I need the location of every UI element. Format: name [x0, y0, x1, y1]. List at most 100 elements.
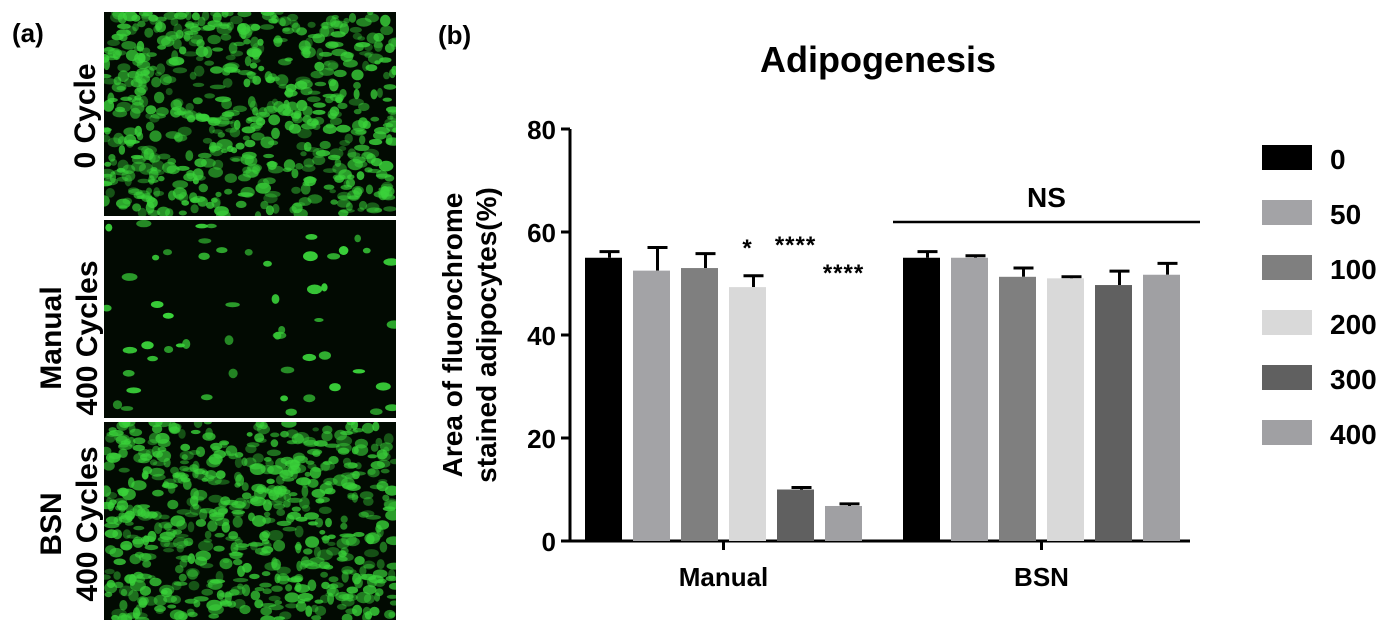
cell-blob — [139, 95, 149, 108]
cell-blob — [173, 533, 189, 538]
cell-blob — [219, 600, 233, 607]
cell-blob — [319, 461, 335, 471]
cell-blob — [233, 598, 246, 609]
cell-blob — [234, 457, 243, 469]
cell-blob — [193, 600, 201, 608]
cell-blob — [137, 504, 151, 509]
cell-blob — [295, 582, 302, 592]
cell-blob — [205, 427, 213, 440]
cell-blob — [376, 459, 391, 468]
cell-blob — [336, 435, 353, 447]
cell-blob — [322, 124, 337, 135]
cell-blob — [224, 188, 233, 195]
cell-blob — [242, 135, 250, 141]
cell-blob — [351, 69, 364, 81]
cell-blob — [367, 468, 380, 478]
cell-blob — [263, 153, 275, 159]
cell-blob — [356, 171, 365, 181]
cell-blob — [129, 553, 142, 565]
cell-blob — [349, 26, 362, 33]
cell-blob — [340, 547, 349, 555]
cell-blob — [136, 68, 150, 77]
cell-blob — [313, 440, 328, 447]
cell-blob — [354, 144, 370, 151]
cell-blob — [105, 188, 115, 198]
cell-blob — [352, 156, 366, 164]
cell-blob — [263, 177, 276, 185]
cell-blob — [208, 604, 224, 615]
cell-blob — [282, 526, 297, 532]
cell-blob — [120, 406, 134, 411]
cell-blob — [195, 519, 207, 527]
cell-blob — [355, 591, 372, 604]
cell-blob — [104, 58, 110, 71]
cell-blob — [188, 580, 200, 591]
cell-blob — [282, 477, 295, 482]
cell-blob — [319, 530, 326, 535]
cell-blob — [319, 67, 335, 76]
bar — [825, 505, 862, 541]
cell-blob — [358, 511, 369, 518]
cell-blob — [295, 516, 308, 522]
cell-blob — [225, 302, 240, 308]
cell-blob — [303, 176, 317, 184]
cell-blob — [338, 553, 354, 562]
cell-blob — [372, 422, 380, 432]
legend-label: 100 — [1330, 254, 1377, 285]
cell-blob — [207, 520, 218, 532]
cell-blob — [105, 223, 113, 232]
cell-blob — [180, 460, 189, 465]
cell-blob — [149, 577, 162, 587]
cell-blob — [238, 70, 253, 76]
cell-blob — [353, 81, 361, 90]
cell-blob — [211, 445, 221, 453]
legend-label: 0 — [1330, 144, 1346, 175]
cell-blob — [118, 145, 126, 155]
cell-blob — [265, 205, 274, 216]
cell-blob — [328, 583, 339, 589]
cell-blob — [138, 597, 148, 608]
cell-blob — [273, 616, 286, 620]
cell-blob — [187, 553, 196, 565]
cell-blob — [172, 67, 188, 74]
cell-blob — [173, 23, 183, 36]
cell-blob — [271, 557, 278, 569]
cell-blob — [160, 587, 173, 598]
cell-blob — [379, 442, 393, 452]
cell-blob — [257, 424, 270, 435]
cell-blob — [336, 538, 350, 549]
cell-blob — [191, 12, 200, 21]
cell-blob — [334, 175, 345, 183]
cell-blob — [208, 167, 223, 178]
cell-blob — [163, 12, 179, 20]
cell-blob — [359, 135, 366, 145]
cell-blob — [156, 107, 169, 116]
cell-blob — [109, 547, 124, 558]
cell-blob — [387, 115, 394, 120]
cell-blob — [329, 79, 339, 92]
cell-blob — [307, 284, 323, 295]
cell-blob — [253, 423, 263, 431]
cell-blob — [126, 515, 133, 522]
cell-blob — [319, 482, 333, 495]
cell-blob — [180, 555, 191, 563]
cell-blob — [334, 158, 342, 167]
cell-blob — [330, 199, 338, 205]
cell-blob — [357, 36, 366, 41]
cell-blob — [126, 139, 134, 148]
cell-blob — [153, 190, 165, 196]
cell-blob — [209, 84, 226, 90]
cell-blob — [231, 510, 245, 515]
cell-blob — [284, 89, 298, 97]
legend-label: 50 — [1330, 199, 1361, 230]
cell-blob — [336, 603, 347, 610]
cell-blob — [279, 469, 294, 479]
y-tick-label: 20 — [527, 424, 556, 454]
cell-blob — [303, 158, 315, 168]
cell-blob — [370, 116, 380, 122]
row-label-manual: Manual 400 Cycles — [34, 238, 110, 438]
cell-blob — [379, 57, 392, 63]
cell-blob — [266, 161, 278, 168]
cell-blob — [260, 136, 275, 149]
cell-blob — [149, 467, 165, 477]
